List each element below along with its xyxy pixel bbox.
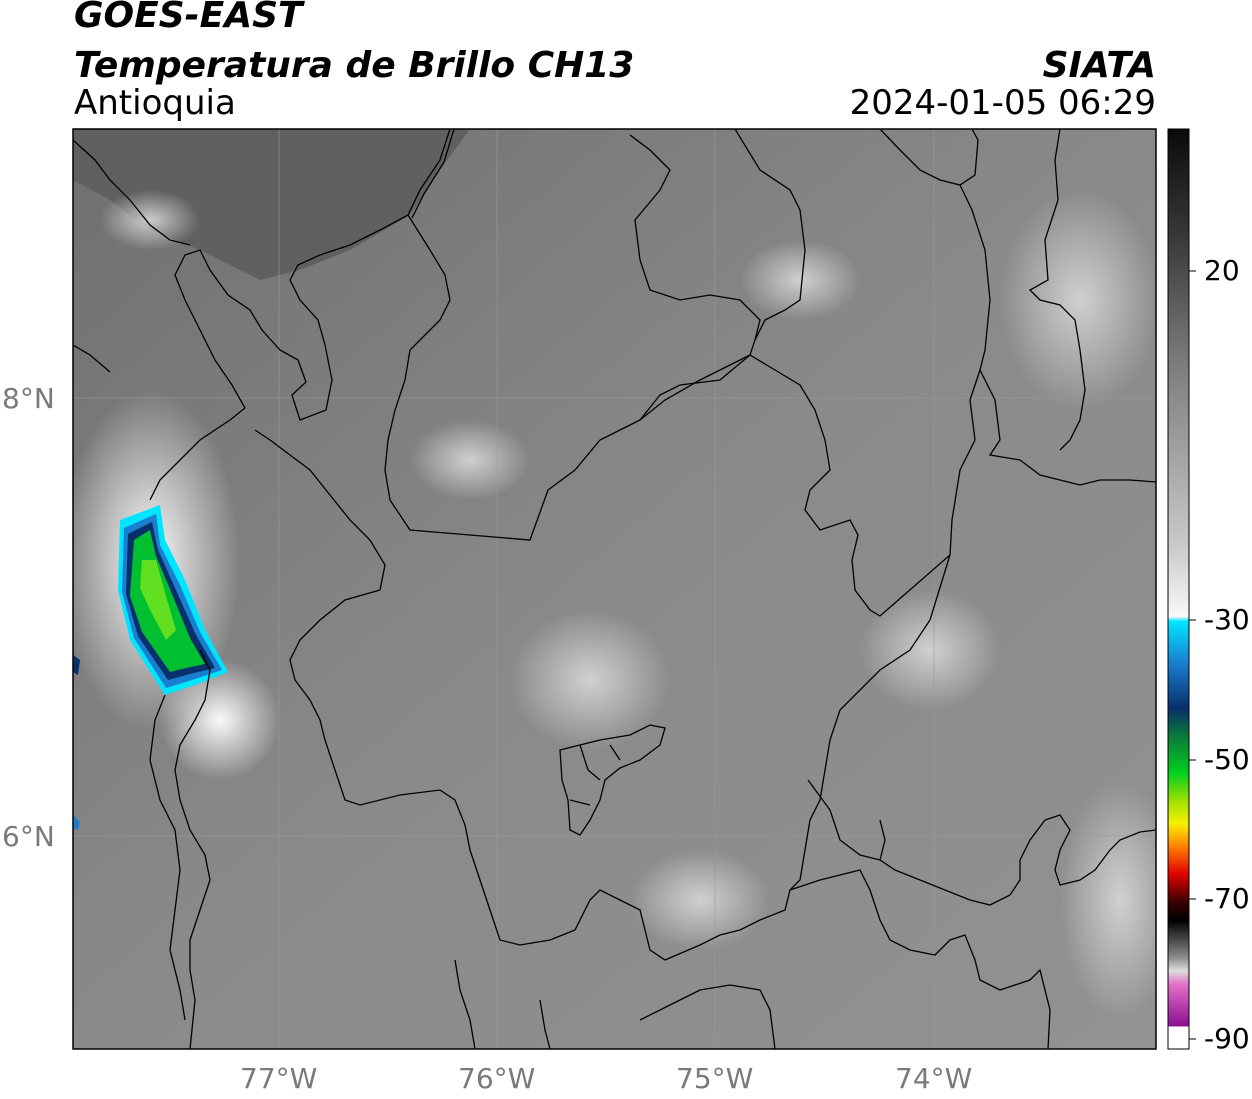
boundaries bbox=[73, 129, 1156, 1049]
brand-name: SIATA bbox=[1042, 45, 1156, 86]
timestamp: 2024-01-05 06:29 bbox=[849, 83, 1156, 123]
colorbar-label-minus50: -50 bbox=[1204, 743, 1250, 776]
colorbar bbox=[1167, 128, 1196, 1050]
colorbar-label-minus30: -30 bbox=[1204, 603, 1250, 636]
satellite-title: GOES-EAST bbox=[74, 0, 303, 36]
brightness-temperature-field bbox=[73, 129, 1156, 1049]
lat-tick-8n: 8°N bbox=[2, 382, 55, 415]
lon-tick-75w: 75°W bbox=[676, 1062, 754, 1095]
colorbar-label-20: 20 bbox=[1204, 254, 1240, 287]
colorbar-label-minus70: -70 bbox=[1204, 882, 1250, 915]
map-frame bbox=[72, 128, 1157, 1050]
colorbar-label-minus90: -90 bbox=[1204, 1022, 1250, 1055]
lon-tick-74w: 74°W bbox=[895, 1062, 973, 1095]
product-title: Temperatura de Brillo CH13 bbox=[74, 45, 635, 86]
lat-tick-6n: 6°N bbox=[2, 820, 55, 853]
lon-tick-76w: 76°W bbox=[458, 1062, 536, 1095]
region-name: Antioquia bbox=[74, 83, 236, 123]
lon-tick-77w: 77°W bbox=[240, 1062, 318, 1095]
graticule bbox=[73, 129, 1156, 1049]
